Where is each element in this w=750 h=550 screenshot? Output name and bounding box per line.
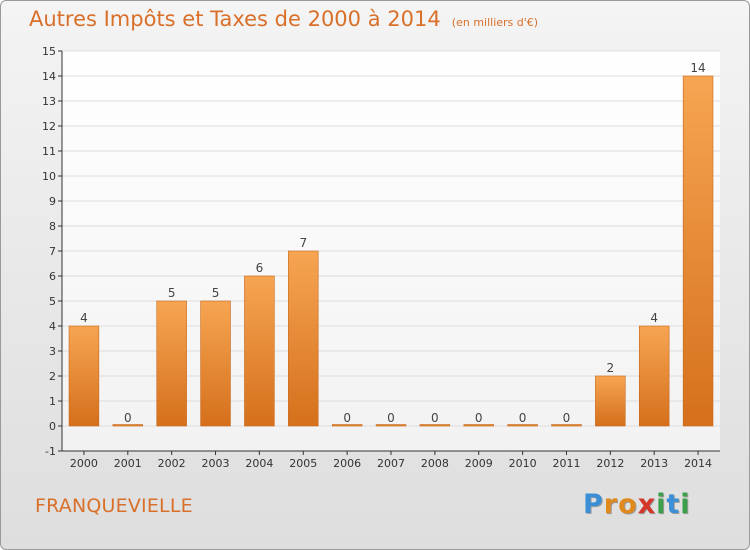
y-tick-label: 7 — [49, 245, 56, 258]
y-tick-label: 4 — [49, 320, 56, 333]
x-tick-label: 2010 — [509, 457, 537, 470]
data-label: 5 — [212, 286, 220, 300]
bar-2009 — [463, 424, 494, 427]
proxiti-logo: Proxiti — [583, 489, 691, 520]
y-tick-label: 0 — [49, 420, 56, 433]
data-label: 6 — [256, 261, 264, 275]
x-tick-label: 2001 — [114, 457, 142, 470]
data-label: 0 — [475, 411, 483, 425]
title-block: Autres Impôts et Taxes de 2000 à 2014 (e… — [29, 7, 538, 31]
y-tick-label: 11 — [42, 145, 56, 158]
logo-letter: t — [666, 489, 681, 520]
x-tick-label: 2007 — [377, 457, 405, 470]
x-tick-label: 2012 — [596, 457, 624, 470]
bars-group — [68, 75, 714, 427]
bar-2001 — [112, 424, 144, 427]
x-tick-label: 2011 — [552, 457, 580, 470]
bar-2010 — [507, 424, 538, 427]
bar-2003 — [200, 300, 231, 427]
data-label: 0 — [563, 411, 571, 425]
logo-letter: P — [583, 489, 604, 520]
bar-2013 — [638, 325, 670, 427]
logo-letter: x — [637, 489, 657, 520]
axes-group — [58, 50, 720, 455]
data-label: 0 — [343, 411, 351, 425]
logo-letter: o — [618, 489, 638, 520]
data-label: 0 — [124, 411, 132, 425]
bar-2012 — [595, 375, 626, 427]
x-tick-label: 2004 — [245, 457, 273, 470]
y-tick-label: 8 — [49, 220, 56, 233]
y-tick-label: 9 — [49, 195, 56, 208]
bar-2014 — [682, 75, 714, 427]
bar-2006 — [331, 424, 363, 427]
data-label: 14 — [690, 61, 705, 75]
logo-letter: i — [656, 489, 667, 520]
data-labels: 4 0 5 5 6 7 0 0 0 0 0 0 2 4 14 — [80, 61, 706, 425]
data-label: 0 — [387, 411, 395, 425]
y-tick-label: 3 — [49, 345, 56, 358]
y-tick-label: 15 — [42, 45, 56, 58]
bar-2008 — [419, 424, 451, 427]
bar-2007 — [375, 424, 407, 427]
x-tick-label: 2006 — [333, 457, 361, 470]
x-tick-label: 2002 — [158, 457, 186, 470]
x-tick-label: 2013 — [640, 457, 668, 470]
y-tick-label: 10 — [42, 170, 56, 183]
bar-2011 — [551, 424, 582, 427]
logo-letter: r — [603, 489, 619, 520]
city-name: FRANQUEVIELLE — [35, 495, 193, 517]
data-label: 0 — [519, 411, 527, 425]
x-tick-labels: 2000 2001 2002 2003 2004 2005 2006 2007 2008 2009… — [70, 457, 712, 470]
y-tick-label: 1 — [49, 395, 56, 408]
x-tick-label: 2000 — [70, 457, 98, 470]
bar-2002 — [156, 300, 187, 427]
bar-2000 — [68, 325, 100, 427]
data-label: 4 — [80, 311, 88, 325]
y-tick-label: 13 — [42, 95, 56, 108]
data-label: 0 — [431, 411, 439, 425]
x-tick-label: 2009 — [465, 457, 493, 470]
logo-letter: i — [680, 489, 691, 520]
data-label: 5 — [168, 286, 176, 300]
x-tick-label: 2003 — [202, 457, 230, 470]
y-tick-label: -1 — [45, 445, 56, 458]
bar-2004 — [244, 275, 275, 427]
x-tick-label: 2014 — [684, 457, 712, 470]
chart-title: Autres Impôts et Taxes de 2000 à 2014 — [29, 7, 441, 31]
y-tick-label: 2 — [49, 370, 56, 383]
data-label: 7 — [299, 236, 307, 250]
y-tick-label: 12 — [42, 120, 56, 133]
x-tick-label: 2008 — [421, 457, 449, 470]
chart-subtitle: (en milliers d'€) — [451, 16, 539, 29]
data-label: 4 — [650, 311, 658, 325]
x-tick-label: 2005 — [289, 457, 317, 470]
y-tick-label: 14 — [42, 70, 56, 83]
y-tick-label: 5 — [49, 295, 56, 308]
data-label: 2 — [607, 361, 615, 375]
y-tick-label: 6 — [49, 270, 56, 283]
bar-2005 — [288, 250, 319, 427]
